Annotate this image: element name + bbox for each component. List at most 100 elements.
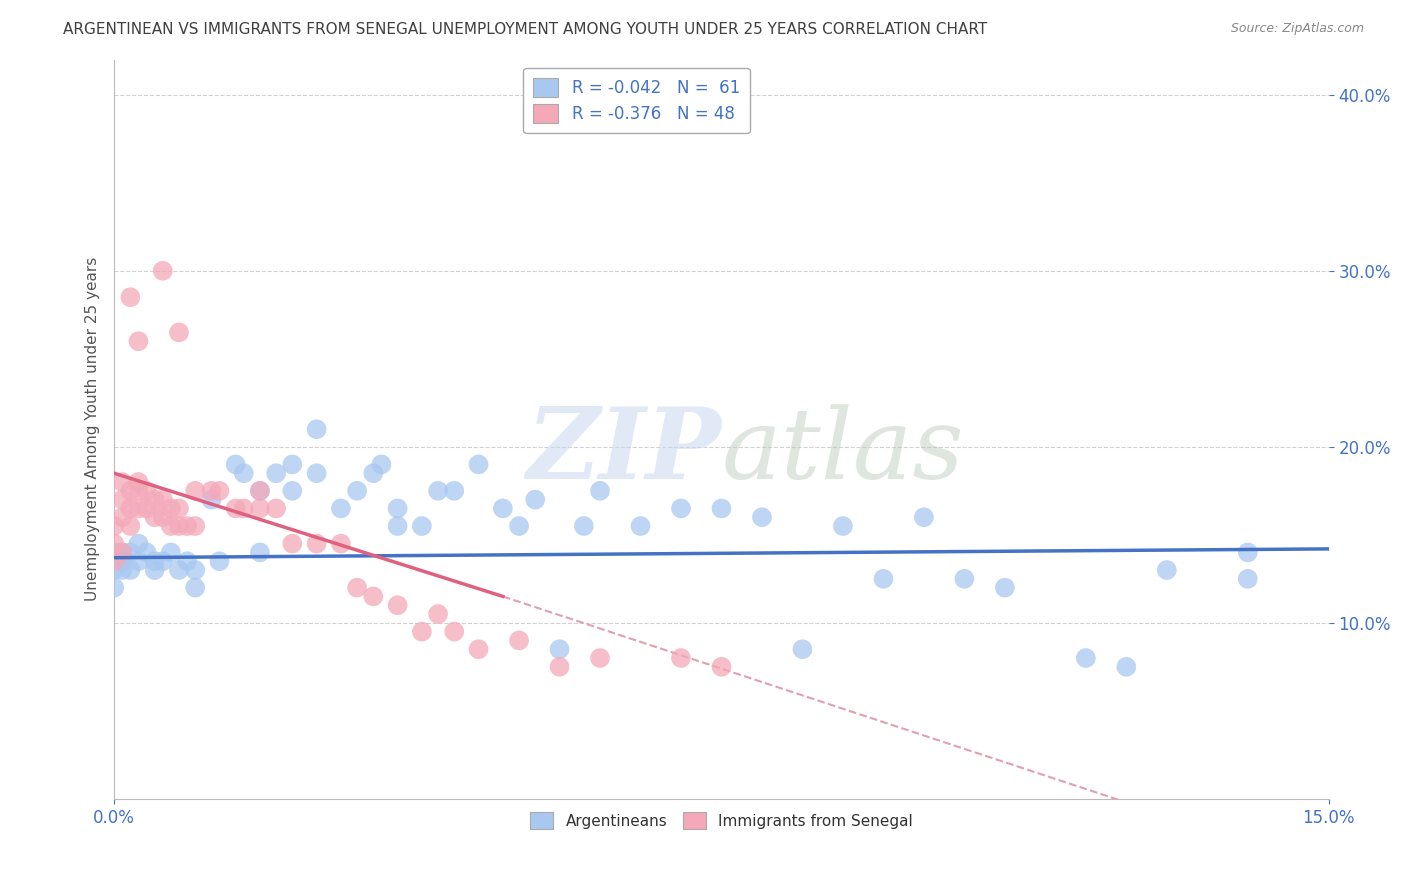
Point	[281, 458, 304, 472]
Point	[152, 510, 174, 524]
Point	[184, 563, 207, 577]
Point	[467, 642, 489, 657]
Point	[832, 519, 855, 533]
Point	[143, 510, 166, 524]
Point	[443, 624, 465, 639]
Point	[710, 501, 733, 516]
Point	[103, 536, 125, 550]
Y-axis label: Unemployment Among Youth under 25 years: Unemployment Among Youth under 25 years	[86, 257, 100, 601]
Point	[120, 545, 142, 559]
Point	[232, 501, 254, 516]
Point	[249, 501, 271, 516]
Point	[953, 572, 976, 586]
Text: ARGENTINEAN VS IMMIGRANTS FROM SENEGAL UNEMPLOYMENT AMONG YOUTH UNDER 25 YEARS C: ARGENTINEAN VS IMMIGRANTS FROM SENEGAL U…	[63, 22, 987, 37]
Point	[387, 501, 409, 516]
Point	[524, 492, 547, 507]
Point	[184, 519, 207, 533]
Point	[127, 501, 149, 516]
Point	[669, 651, 692, 665]
Point	[143, 554, 166, 568]
Point	[669, 501, 692, 516]
Point	[200, 492, 222, 507]
Point	[305, 536, 328, 550]
Point	[111, 545, 134, 559]
Point	[152, 554, 174, 568]
Point	[111, 492, 134, 507]
Point	[363, 590, 385, 604]
Point	[127, 334, 149, 349]
Point	[200, 483, 222, 498]
Point	[994, 581, 1017, 595]
Point	[329, 501, 352, 516]
Point	[120, 483, 142, 498]
Point	[167, 519, 190, 533]
Text: Source: ZipAtlas.com: Source: ZipAtlas.com	[1230, 22, 1364, 36]
Point	[127, 483, 149, 498]
Point	[225, 458, 247, 472]
Point	[143, 492, 166, 507]
Point	[103, 545, 125, 559]
Point	[103, 563, 125, 577]
Point	[232, 467, 254, 481]
Point	[167, 501, 190, 516]
Point	[225, 501, 247, 516]
Point	[127, 536, 149, 550]
Point	[120, 290, 142, 304]
Point	[120, 501, 142, 516]
Point	[792, 642, 814, 657]
Point	[264, 467, 287, 481]
Point	[305, 422, 328, 436]
Legend: Argentineans, Immigrants from Senegal: Argentineans, Immigrants from Senegal	[524, 805, 918, 836]
Point	[249, 483, 271, 498]
Point	[120, 519, 142, 533]
Point	[111, 545, 134, 559]
Point	[427, 483, 450, 498]
Text: ZIP: ZIP	[526, 403, 721, 500]
Point	[160, 519, 183, 533]
Point	[167, 563, 190, 577]
Point	[111, 554, 134, 568]
Point	[152, 264, 174, 278]
Point	[912, 510, 935, 524]
Point	[589, 651, 612, 665]
Point	[152, 492, 174, 507]
Point	[363, 467, 385, 481]
Point	[1074, 651, 1097, 665]
Point	[281, 536, 304, 550]
Point	[184, 483, 207, 498]
Point	[492, 501, 515, 516]
Point	[281, 483, 304, 498]
Point	[184, 581, 207, 595]
Text: atlas: atlas	[721, 404, 965, 499]
Point	[264, 501, 287, 516]
Point	[127, 554, 149, 568]
Point	[167, 326, 190, 340]
Point	[387, 519, 409, 533]
Point	[111, 475, 134, 489]
Point	[1156, 563, 1178, 577]
Point	[208, 554, 231, 568]
Point	[370, 458, 392, 472]
Point	[160, 545, 183, 559]
Point	[249, 483, 271, 498]
Point	[387, 598, 409, 612]
Point	[111, 510, 134, 524]
Point	[329, 536, 352, 550]
Point	[103, 519, 125, 533]
Point	[427, 607, 450, 621]
Point	[872, 572, 894, 586]
Point	[572, 519, 595, 533]
Point	[135, 501, 157, 516]
Point	[176, 554, 198, 568]
Point	[710, 660, 733, 674]
Point	[305, 467, 328, 481]
Point	[346, 581, 368, 595]
Point	[160, 501, 183, 516]
Point	[548, 660, 571, 674]
Point	[1115, 660, 1137, 674]
Point	[548, 642, 571, 657]
Point	[411, 519, 433, 533]
Point	[111, 563, 134, 577]
Point	[135, 545, 157, 559]
Point	[443, 483, 465, 498]
